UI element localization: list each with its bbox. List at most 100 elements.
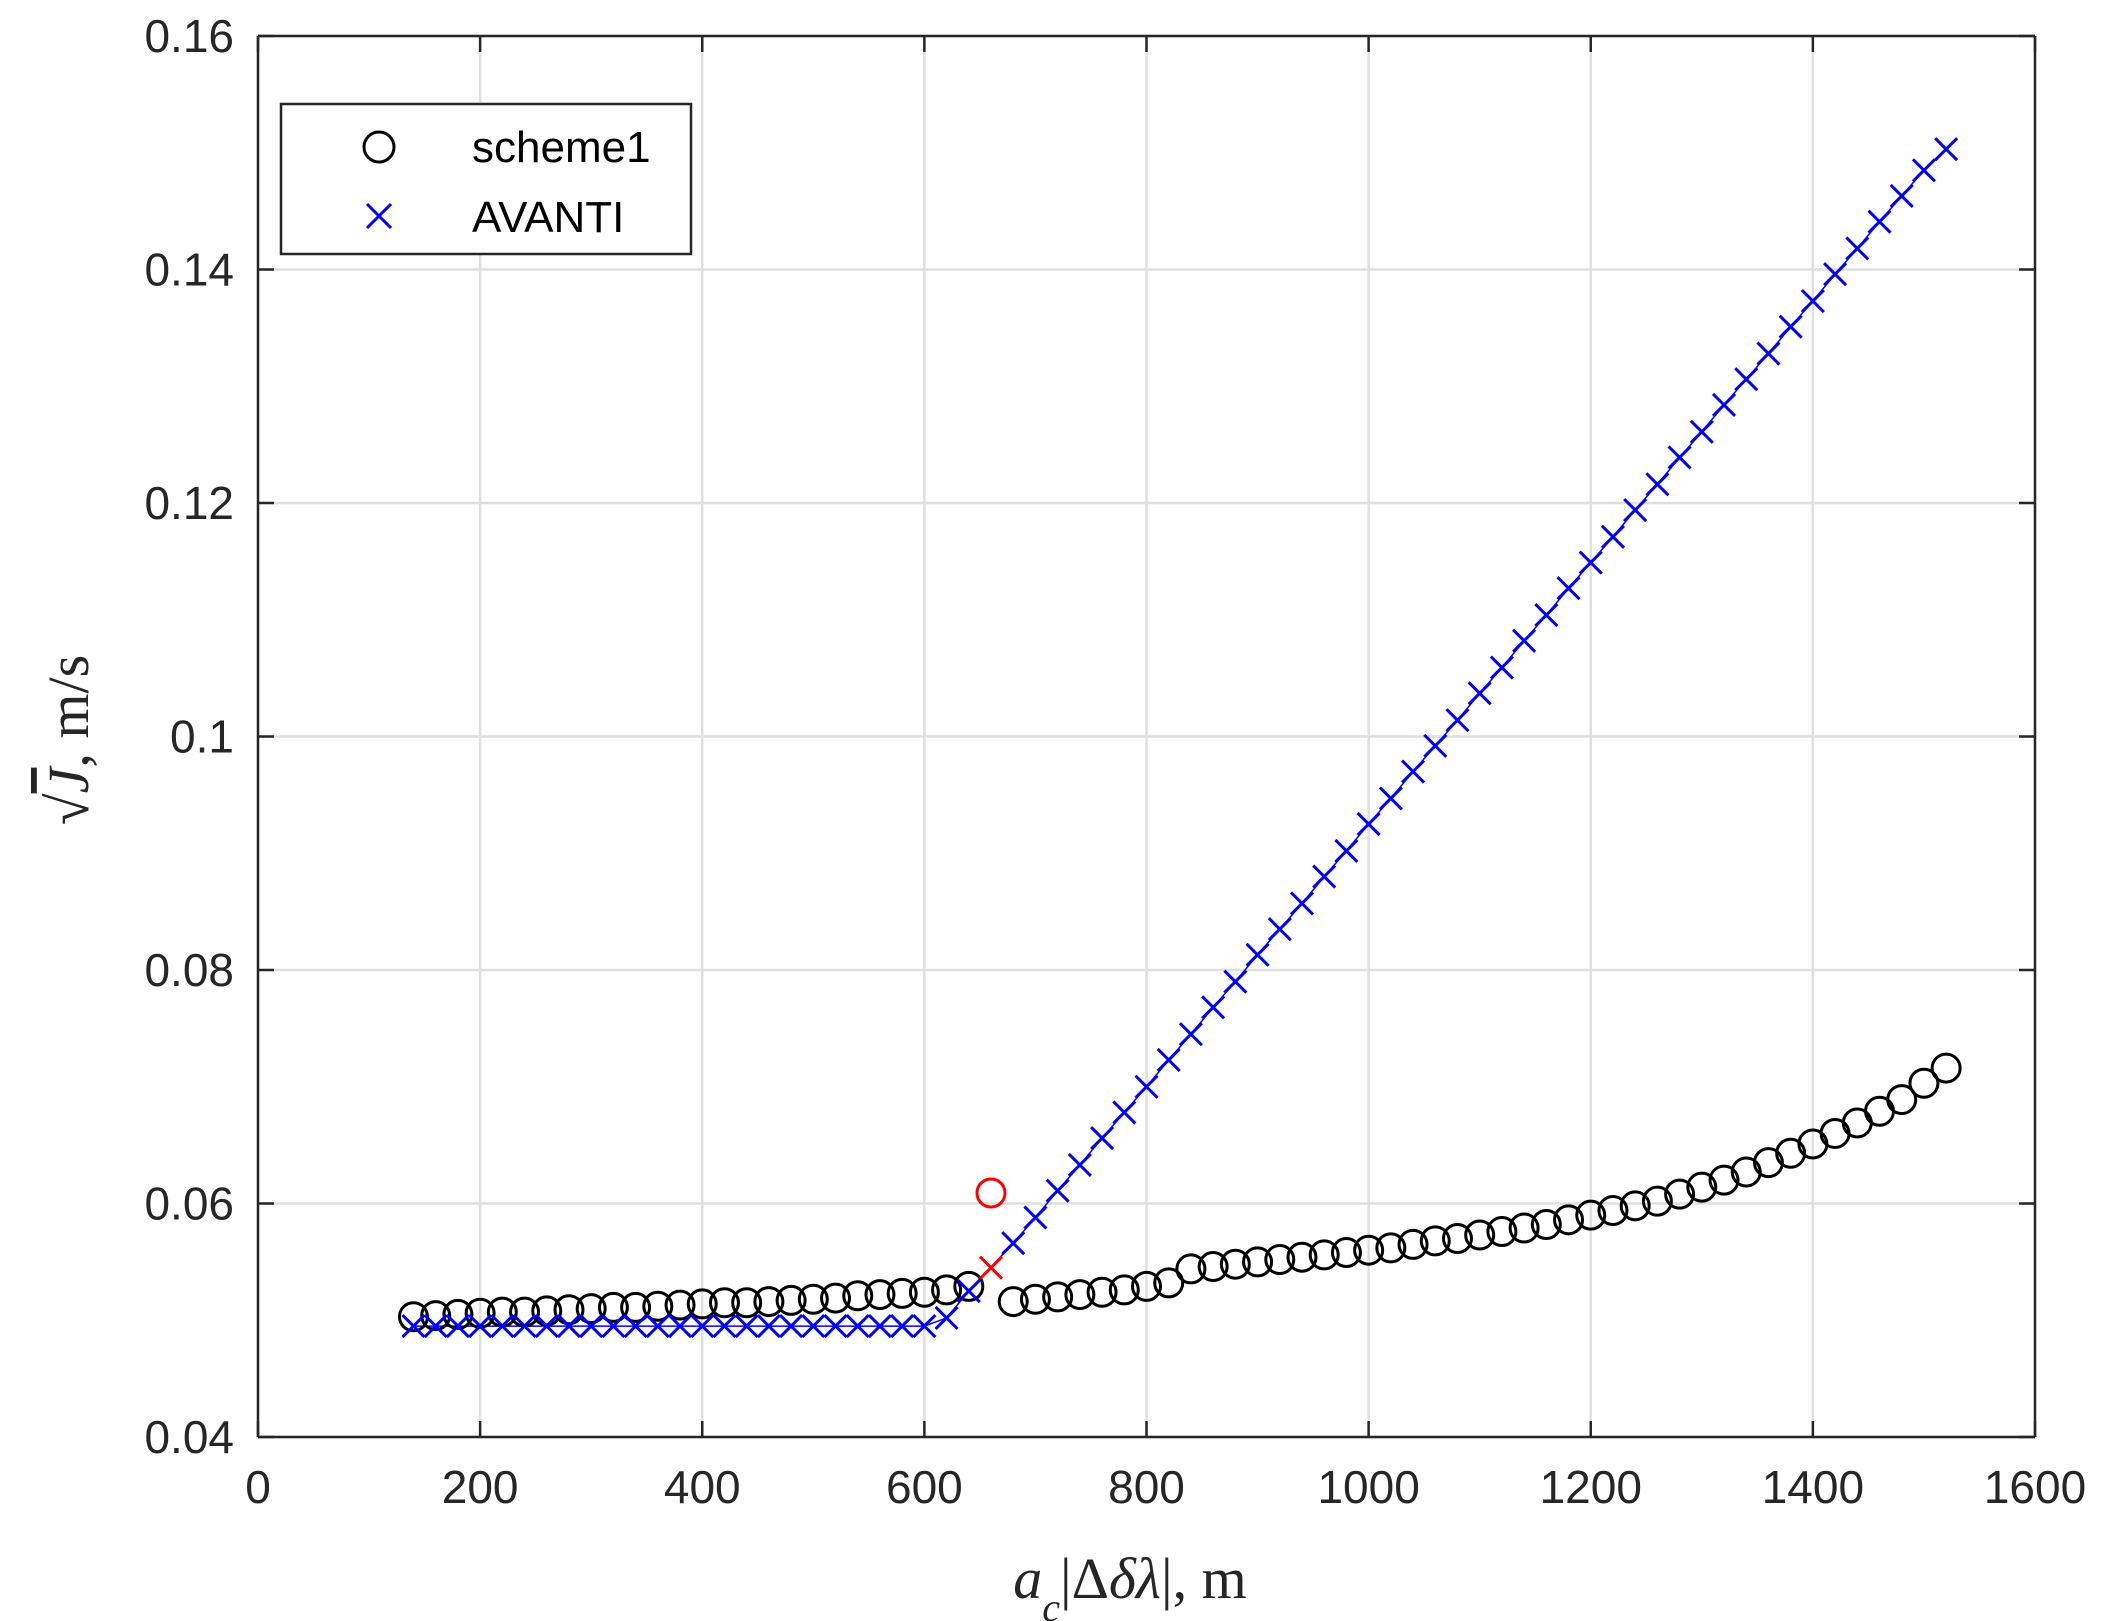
avanti-point [1934,137,1959,162]
y-tick-label: 0.12 [144,477,234,529]
avanti-point [534,1314,559,1339]
scheme1-point [708,1287,740,1319]
ticks [256,34,2037,1439]
avanti-point [1556,576,1581,601]
scheme1-point [1597,1195,1629,1227]
avanti-point [1667,445,1692,470]
highlight-x-point [978,1255,1004,1280]
scheme1-point [442,1298,474,1330]
avanti-point [1356,812,1381,837]
avanti-point [1756,341,1781,366]
legend-circle-marker [362,130,396,164]
avanti-point [1156,1047,1181,1072]
avanti-point [667,1314,693,1339]
y-tick-label: 0.1 [170,711,234,763]
legend: scheme1 AVANTI [279,102,693,256]
avanti-point [801,1314,826,1339]
x-tick-label: 1600 [1984,1461,2086,1513]
scheme1-point [1464,1219,1496,1251]
avanti-point [1778,314,1803,339]
x-tick-label: 0 [245,1461,271,1513]
scheme1-point [1153,1267,1185,1299]
scheme1-point [575,1293,607,1325]
avanti-point [1289,891,1315,916]
scheme1-point [1486,1216,1518,1248]
avanti-point [1245,942,1270,967]
scheme1-point [1908,1067,1940,1099]
scheme1-point [1131,1270,1162,1302]
avanti-point [867,1314,893,1339]
scheme1-point [908,1276,940,1308]
scheme1-point [797,1283,829,1315]
scheme1-point [1930,1052,1962,1084]
scheme1-point [886,1277,918,1309]
avanti-point [445,1314,470,1339]
scheme1-point [1575,1199,1607,1231]
data-markers [397,137,1962,1339]
avanti-point [1645,472,1670,497]
avanti-point [1689,419,1714,444]
avanti-point [890,1314,915,1339]
avanti-point [956,1278,981,1304]
scheme1-point [1353,1234,1385,1266]
scheme1-point [1441,1223,1473,1255]
x-tick-label: 1200 [1540,1461,1642,1513]
scheme1-point [1730,1156,1762,1188]
y-tick-label: 0.06 [144,1178,234,1230]
avanti-point [579,1314,604,1339]
scheme1-point [1286,1241,1318,1273]
scheme1-point [997,1286,1029,1318]
scheme1-point [642,1290,674,1322]
scheme1-point [1264,1244,1296,1276]
x-tick-label: 1400 [1762,1461,1864,1513]
legend-box [279,102,693,256]
tick-labels: 0 200 400 600 800 1000 1200 1400 1600 0.04 0.06 0.0… [144,10,2086,1513]
scheme1-point [820,1282,852,1314]
avanti-point [1001,1231,1026,1256]
scheme1-point [1752,1147,1784,1179]
scheme1-point [1664,1178,1696,1210]
scheme1-point [1708,1164,1740,1196]
x-tick-label: 1000 [1317,1461,1419,1513]
avanti-point [1445,708,1470,733]
scheme1-point [1508,1212,1540,1244]
scheme1-point [686,1288,718,1320]
legend-entry-scheme1: scheme1 [362,123,651,172]
avanti-point [1112,1100,1137,1125]
y-tick-label: 0.04 [144,1411,234,1463]
scheme1-point [1419,1225,1451,1257]
y-axis-label: √J, m/s [36,655,101,825]
scheme1-point [1019,1283,1051,1315]
scheme1-point [1086,1276,1118,1308]
avanti-point [1267,917,1292,942]
avanti-point [1911,158,1937,183]
avanti-point [934,1305,959,1330]
avanti-point [1023,1205,1048,1230]
avanti-point [468,1314,493,1339]
avanti-point [690,1314,715,1339]
scheme1-point [931,1274,963,1306]
avanti-point [1312,864,1337,889]
avanti-point [1201,995,1226,1020]
avanti-point [1800,288,1825,314]
x-axis-label: ac|Δδλ|, m [1013,1546,1247,1621]
highlight-circle-point [975,1177,1007,1209]
avanti-point [1334,838,1359,863]
scheme1-point [1219,1248,1251,1280]
avanti-point [1578,550,1603,575]
avanti-point [1867,209,1892,234]
avanti-point [1623,497,1648,523]
scheme1-point [1886,1084,1918,1116]
avanti-point [1889,183,1914,209]
avanti-point [1823,262,1848,287]
scheme1-point [1330,1237,1362,1269]
scheme1-point [1175,1253,1207,1285]
avanti-point [1534,603,1559,628]
avanti-point [423,1314,448,1339]
avanti-point [1134,1074,1159,1099]
x-tick-label: 800 [1108,1461,1185,1513]
y-tick-label: 0.16 [144,10,234,62]
avanti-point [712,1314,737,1339]
avanti-point [912,1314,937,1339]
